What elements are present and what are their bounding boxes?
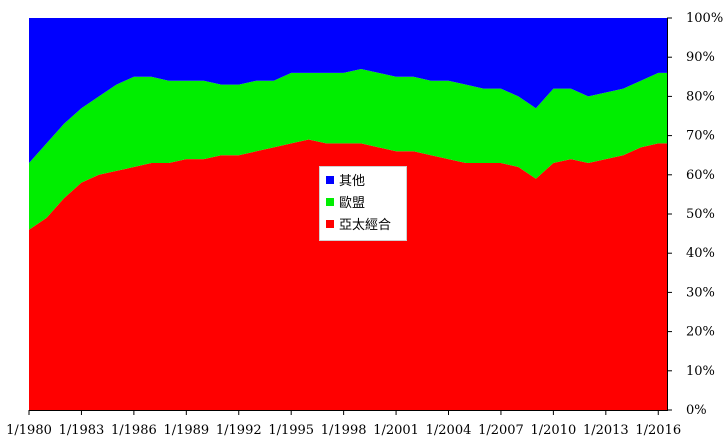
x-tick-label: 1/1983 <box>59 423 105 436</box>
axes: 0% 10% 20% 30% 40% 50% 60% 70% 80% 90% 100% 1/1980 1… <box>6 11 723 436</box>
x-tick-label: 1/1995 <box>268 423 314 436</box>
y-tick-label: 20% <box>686 325 715 340</box>
legend-item-other: 其他 <box>326 171 406 193</box>
legend-label-apec: 亞太經合 <box>339 218 392 233</box>
x-tick-label: 1/2016 <box>635 423 681 436</box>
y-tick-label: 60% <box>686 168 715 183</box>
x-tick-label: 1/1998 <box>321 423 367 436</box>
legend-item-apec: 亞太經合 <box>326 215 406 237</box>
legend-swatch-eu <box>326 198 334 206</box>
y-tick-label: 80% <box>686 89 715 104</box>
y-tick-label: 40% <box>686 246 715 261</box>
x-tick-label: 1/1986 <box>111 423 157 436</box>
x-tick-label: 1/2013 <box>583 423 629 436</box>
legend-label-eu: 歐盟 <box>339 196 366 211</box>
x-tick-label: 1/2010 <box>531 423 577 436</box>
y-tick-label: 90% <box>686 50 715 65</box>
legend: 其他 歐盟 亞太經合 <box>319 166 407 241</box>
plot-areas <box>29 18 667 410</box>
y-tick-label: 10% <box>686 364 715 379</box>
area-eu <box>29 69 667 230</box>
y-tick-label: 100% <box>686 11 723 26</box>
y-tick-label: 50% <box>686 207 715 222</box>
y-tick-label: 30% <box>686 285 715 300</box>
legend-label-other: 其他 <box>339 174 366 189</box>
legend-swatch-apec <box>326 220 334 228</box>
x-tick-label: 1/1980 <box>6 423 52 436</box>
y-tick-label: 70% <box>686 129 715 144</box>
area-other <box>29 18 667 163</box>
x-tick-label: 1/2001 <box>373 423 419 436</box>
legend-item-eu: 歐盟 <box>326 193 406 215</box>
area-apec <box>29 139 667 410</box>
y-tick-label: 0% <box>686 403 707 418</box>
x-tick-label: 1/1992 <box>216 423 262 436</box>
x-tick-label: 1/2007 <box>478 423 524 436</box>
x-tick-label: 1/1989 <box>163 423 209 436</box>
x-tick-label: 1/2004 <box>426 423 472 436</box>
legend-swatch-other <box>326 176 334 184</box>
